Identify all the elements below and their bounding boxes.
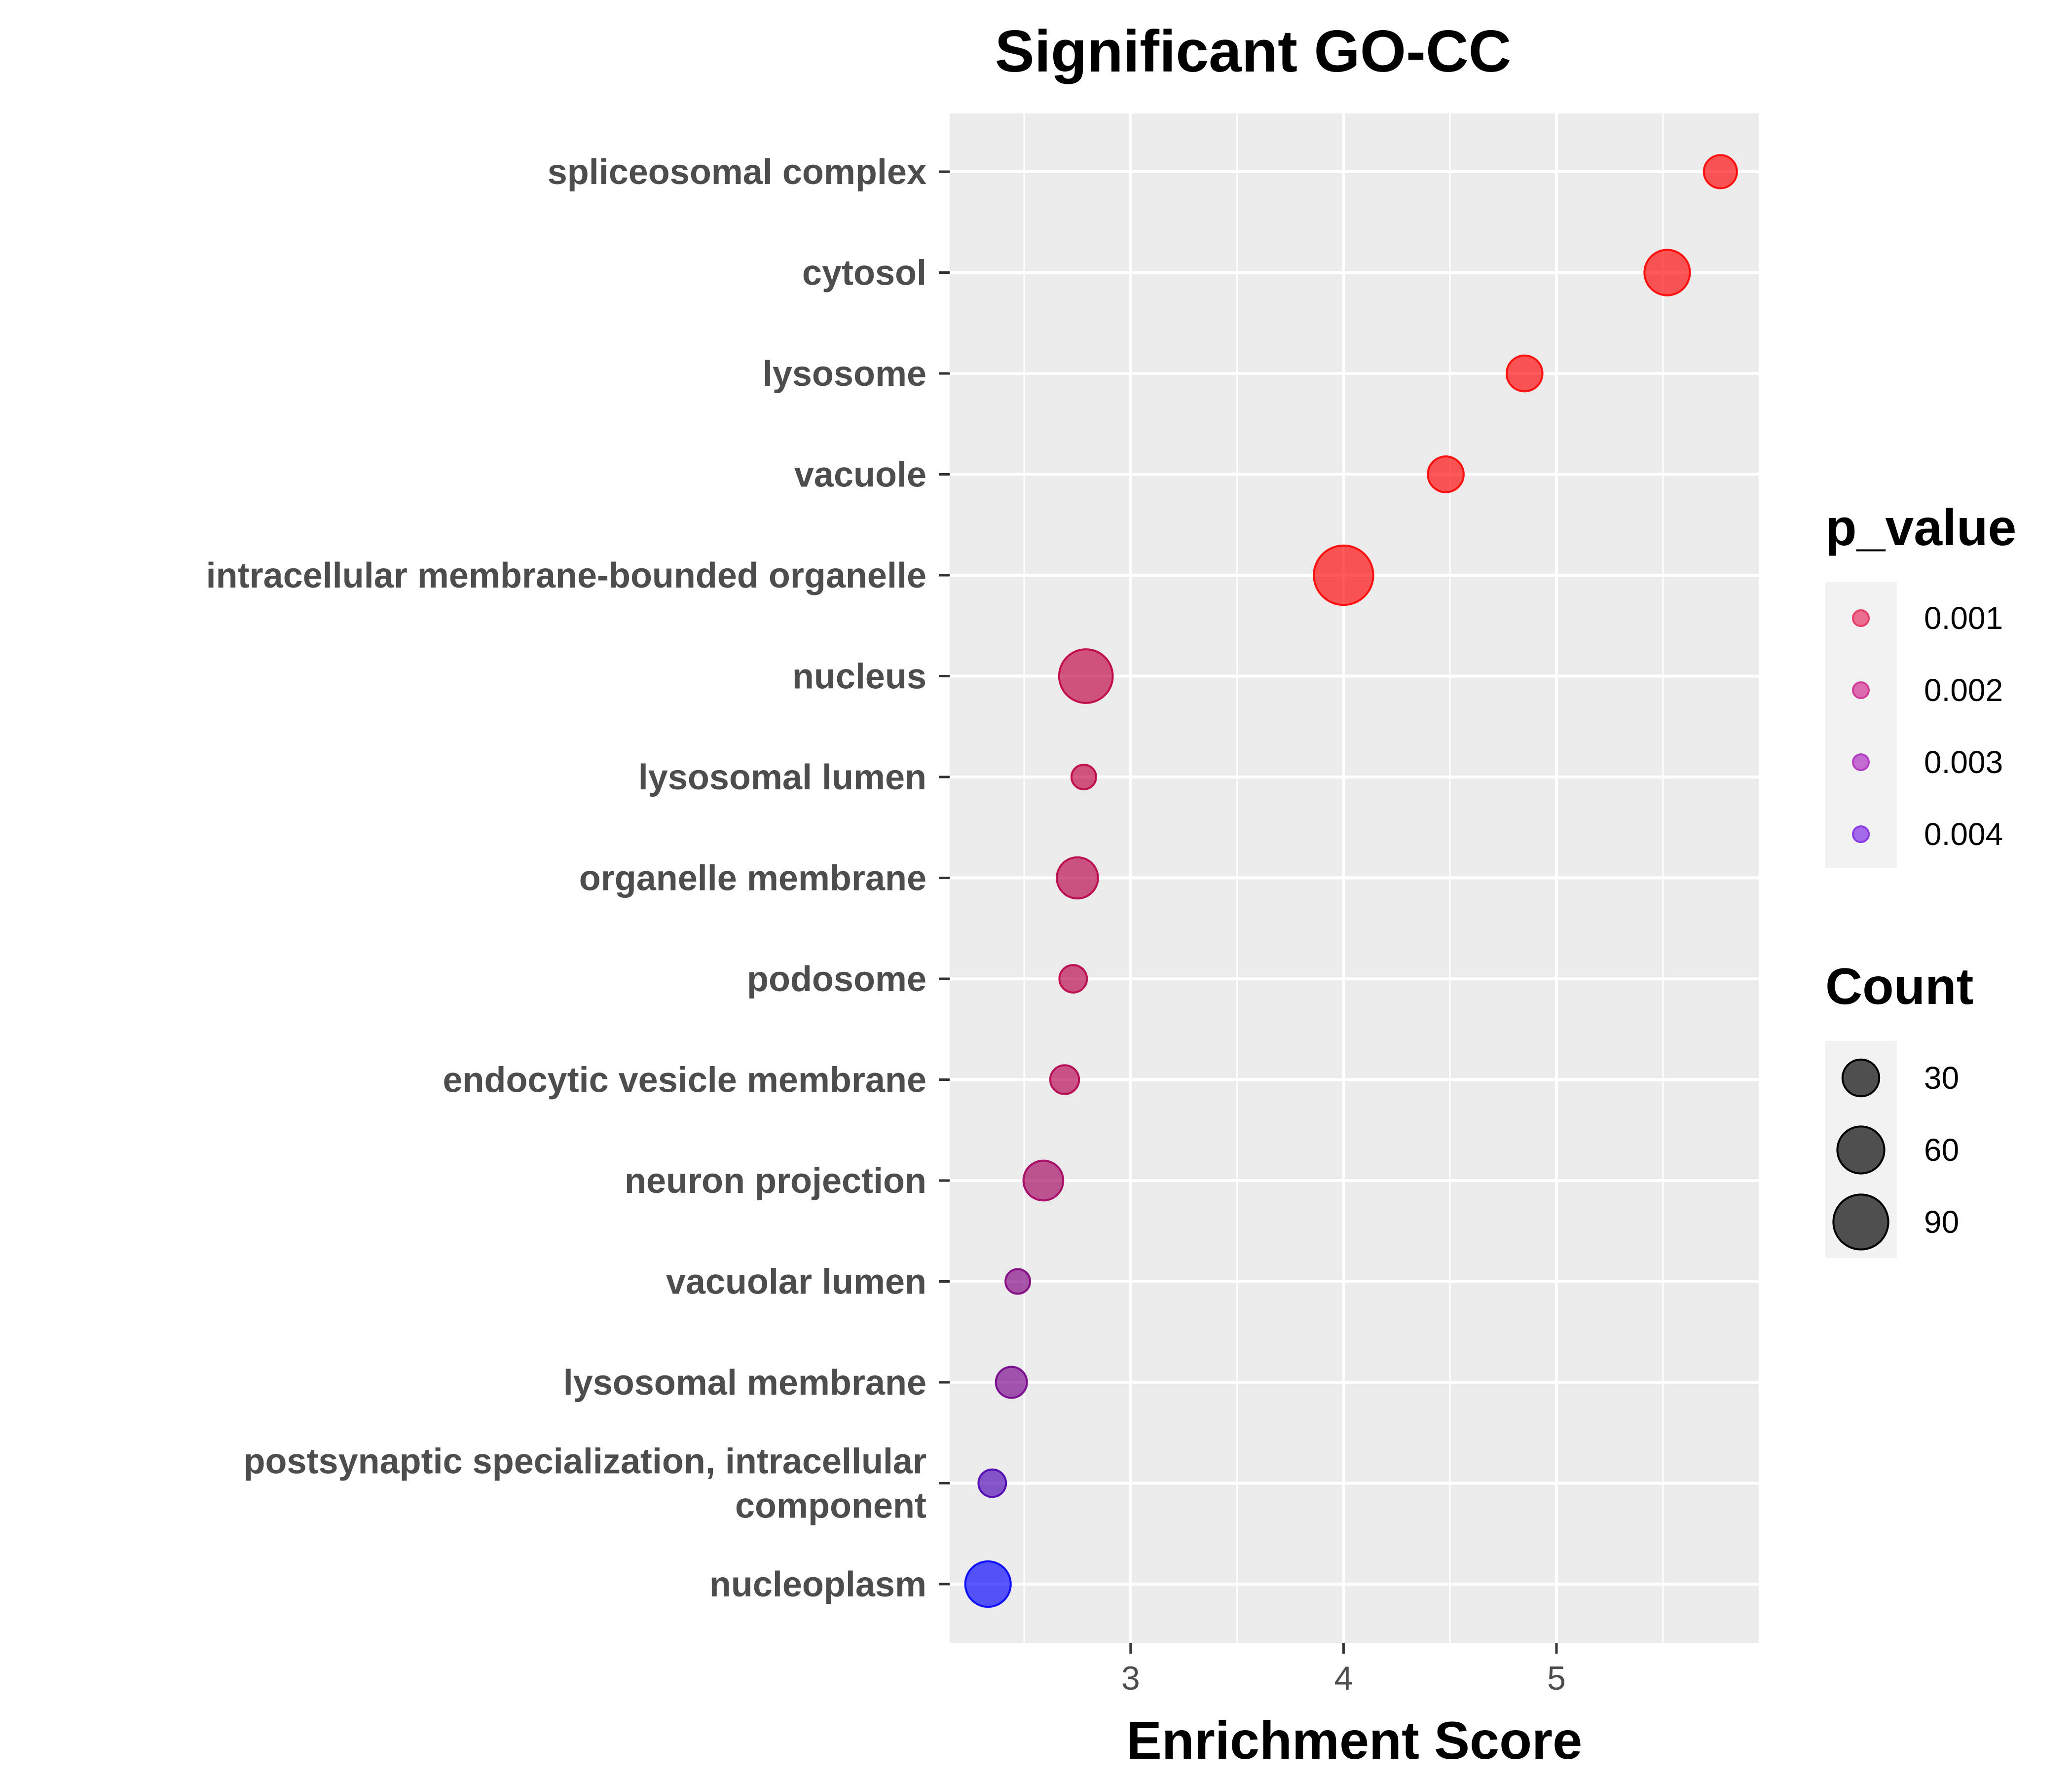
legend-count-key [1841,1058,1881,1098]
data-point [1313,544,1374,606]
data-point [1056,856,1099,900]
y-axis-ticks: spliceosomal complex cytosol lysosome vacuo… [206,152,950,1604]
legend-p-value-label: 0.003 [1924,744,2003,780]
data-point [1643,249,1691,296]
y-tick-label: spliceosomal complex [548,152,926,192]
y-tick-label: endocytic vesicle membrane [443,1061,926,1100]
legend-count-label: 90 [1924,1204,1959,1240]
y-tick-label: postsynaptic specialization, intracellul… [244,1442,926,1526]
legend-p-value-key [1852,753,1870,771]
legend-count-label: 30 [1924,1060,1959,1096]
legend-count-key [1832,1193,1889,1251]
legend-count-key [1836,1125,1886,1175]
data-point [1070,763,1097,791]
y-tick-label: podosome [747,960,926,999]
data-point [1427,455,1465,493]
data-point [1058,648,1114,704]
legend-p-value-key [1852,825,1870,843]
y-tick-label: nucleoplasm [709,1565,926,1604]
legend-p-value-label: 0.004 [1924,816,2003,852]
legend-p-value-title: p_value [1825,499,2016,556]
x-axis-label: Enrichment Score [1126,1710,1582,1770]
data-point [1702,154,1738,189]
y-tick-label: vacuolar lumen [666,1262,926,1302]
legend-p-value-key [1852,681,1870,699]
legend-p-value-label: 0.002 [1924,672,2003,708]
legend-count-title: Count [1825,958,1973,1015]
legend-p-value-keys-background [1825,582,1897,868]
chart-title: Significant GO-CC [995,18,1512,84]
legend-p-value: p_value 0.001 0.002 0.003 0.004 [1825,499,2016,868]
x-tick-label: 5 [1547,1660,1566,1697]
y-tick-label: cytosol [802,254,926,293]
data-points [964,154,1738,1608]
data-point [1004,1268,1032,1295]
legend-count: Count 30 60 90 [1825,958,1973,1258]
y-tick-label: lysosome [763,354,926,394]
y-tick-label: vacuole [794,455,926,495]
data-point [977,1468,1007,1498]
data-point [1505,354,1544,393]
legend-p-value-key [1852,609,1870,627]
data-point [1049,1064,1080,1095]
x-tick-label: 3 [1121,1660,1140,1697]
x-tick-label: 4 [1334,1660,1353,1697]
legend-p-value-label: 0.001 [1924,600,2003,636]
legend-count-label: 60 [1924,1132,1959,1168]
data-point [964,1560,1012,1608]
y-tick-label: lysosomal membrane [563,1363,926,1403]
data-point [995,1366,1028,1399]
y-tick-label: nucleus [792,657,926,697]
y-tick-label: lysosomal lumen [638,758,926,797]
data-point [1058,964,1088,994]
y-tick-label: organelle membrane [579,859,926,898]
x-axis-ticks: 3 4 5 [1121,1643,1566,1697]
data-point [1022,1159,1065,1202]
grid-lines [950,113,1759,1643]
y-tick-label: neuron projection [625,1161,926,1201]
y-tick-label: intracellular membrane-bounded organelle [206,556,926,595]
